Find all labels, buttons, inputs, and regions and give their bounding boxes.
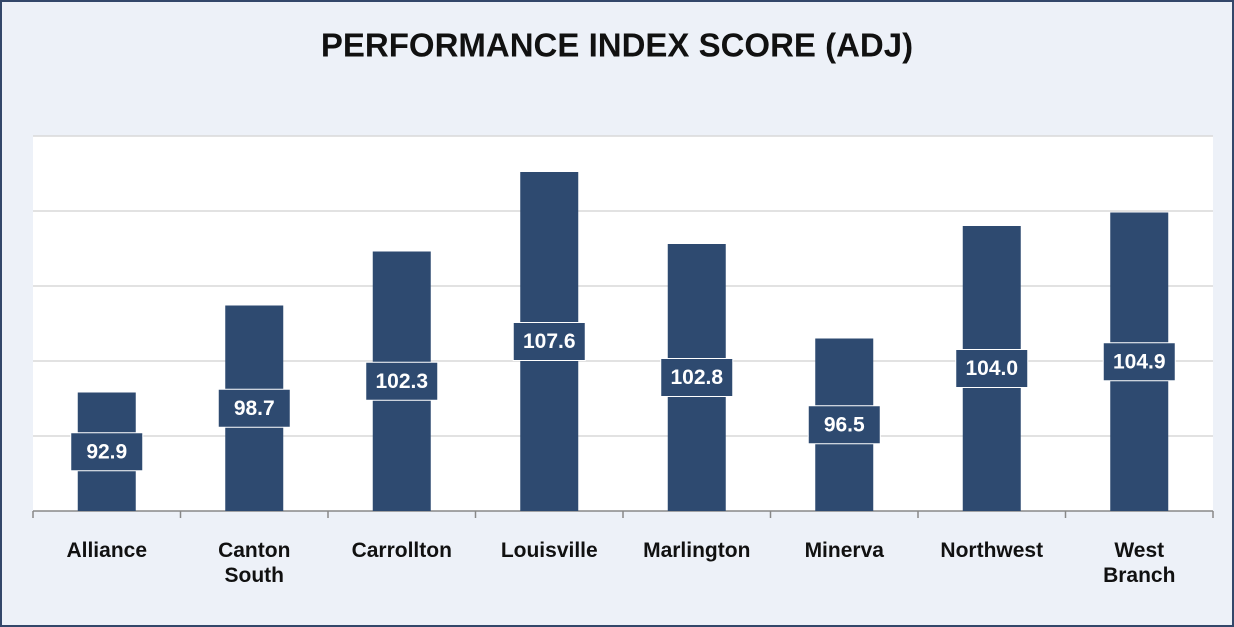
x-tick-label: Carrollton (351, 539, 452, 562)
value-label: 107.6 (523, 330, 576, 353)
value-label: 102.8 (670, 366, 723, 389)
chart-title: PERFORMANCE INDEX SCORE (ADJ) (321, 27, 913, 64)
x-tick-label: Canton South (218, 539, 291, 587)
value-label: 104.0 (965, 357, 1018, 380)
value-label: 96.5 (824, 413, 865, 436)
value-label: 98.7 (234, 397, 275, 420)
plot-area (33, 136, 1213, 511)
value-label-box (1102, 342, 1176, 382)
value-label: 92.9 (86, 440, 127, 463)
value-label-box (512, 322, 586, 361)
value-label-box (955, 349, 1029, 388)
x-tick-label: Louisville (500, 539, 598, 562)
x-tick-label: Alliance (66, 539, 148, 562)
value-label-box (807, 405, 881, 445)
value-label-box (70, 432, 144, 472)
x-tick-label: Northwest (940, 539, 1044, 562)
value-label: 104.9 (1113, 350, 1166, 373)
value-label-box (217, 388, 291, 428)
value-label: 102.3 (375, 370, 428, 393)
value-label-box (365, 361, 439, 401)
x-tick-label: West Branch (1103, 539, 1176, 587)
value-label-box (660, 358, 734, 397)
x-tick-label: Minerva (804, 539, 884, 562)
x-tick-label: Marlington (643, 539, 751, 562)
